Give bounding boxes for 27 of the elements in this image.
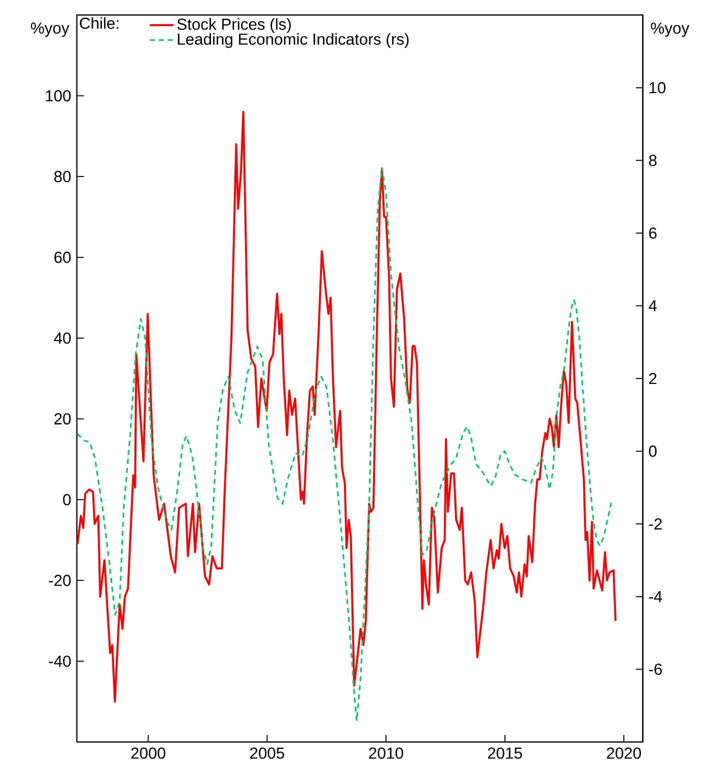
y-tick-label: 0 — [63, 494, 71, 506]
y-tick-label: 60 — [54, 252, 71, 263]
x-tick-label: 2005 — [250, 748, 284, 759]
y2-tick-label: 0 — [649, 446, 657, 457]
x-tick-label: 2015 — [488, 748, 522, 759]
y-tick-label: 80 — [54, 170, 71, 182]
y2-tick-label: 6 — [649, 227, 657, 239]
y2-tick-label: 8 — [649, 154, 657, 166]
y-axis-title: %yoy — [31, 22, 70, 37]
y2-tick-label: 10 — [650, 82, 666, 94]
y2-tick-label: -6 — [649, 664, 662, 675]
y2-tick-label: -2 — [649, 518, 662, 530]
legend-title: Chile: — [80, 17, 118, 29]
y-tick-label: -40 — [49, 656, 71, 667]
y-tick-label: 40 — [54, 332, 71, 344]
y-tick-label: -20 — [49, 574, 71, 586]
x-tick-label: 2010 — [369, 748, 404, 759]
y2-tick-label: 4 — [648, 300, 657, 312]
x-tick-label: 2000 — [131, 748, 166, 759]
legend-label: Stock Prices (ls) — [177, 18, 291, 34]
legend-label: Leading Economic Indicators (rs) — [178, 33, 409, 48]
y-tick-label: 20 — [54, 413, 71, 425]
y2-tick-label: -4 — [649, 591, 662, 602]
y-tick-label: 100 — [46, 90, 71, 102]
y2-tick-label: 2 — [649, 372, 657, 384]
x-tick-label: 2020 — [606, 748, 642, 759]
y2-axis-title: %yoy — [651, 22, 690, 37]
